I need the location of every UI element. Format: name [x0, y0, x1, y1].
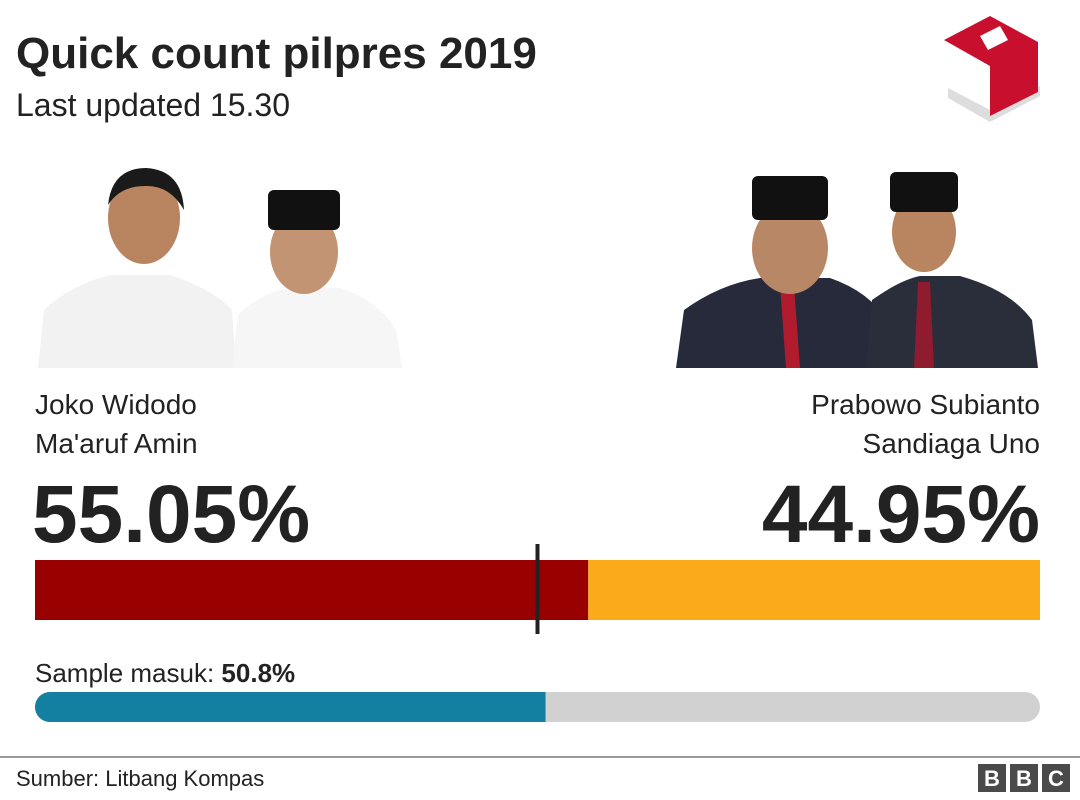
logo-letter: C: [1048, 766, 1064, 791]
candidate-name: Joko Widodo: [35, 389, 197, 420]
running-mate-name: Sandiaga Uno: [863, 428, 1040, 459]
progress-label-text: Sample masuk:: [35, 658, 214, 688]
bar-segment: [588, 560, 1040, 620]
source: Sumber: Litbang Kompas: [16, 766, 264, 791]
candidate-name: Prabowo Subianto: [811, 389, 1040, 420]
candidate-photos-left: [38, 168, 402, 368]
logo-box: [1010, 764, 1038, 792]
progress-value-label: 50.8%: [221, 658, 295, 688]
logo-letter: B: [984, 766, 1000, 791]
logo-box: [978, 764, 1006, 792]
value-label: 44.95%: [762, 469, 1040, 560]
progress-label: Sample masuk: 50.8%: [35, 658, 295, 688]
chart-title: Quick count pilpres 2019: [16, 29, 537, 78]
logo-box: [1042, 764, 1070, 792]
progress-bar: [35, 692, 546, 722]
value-label: 55.05%: [32, 469, 310, 560]
chart-subtitle: Last updated 15.30: [16, 87, 290, 123]
ballot-icon: [944, 16, 1040, 122]
bar-segment: [35, 560, 589, 620]
candidate-photos-right: [676, 172, 1038, 368]
running-mate-name: Ma'aruf Amin: [35, 428, 198, 459]
logo-letter: B: [1016, 766, 1032, 791]
